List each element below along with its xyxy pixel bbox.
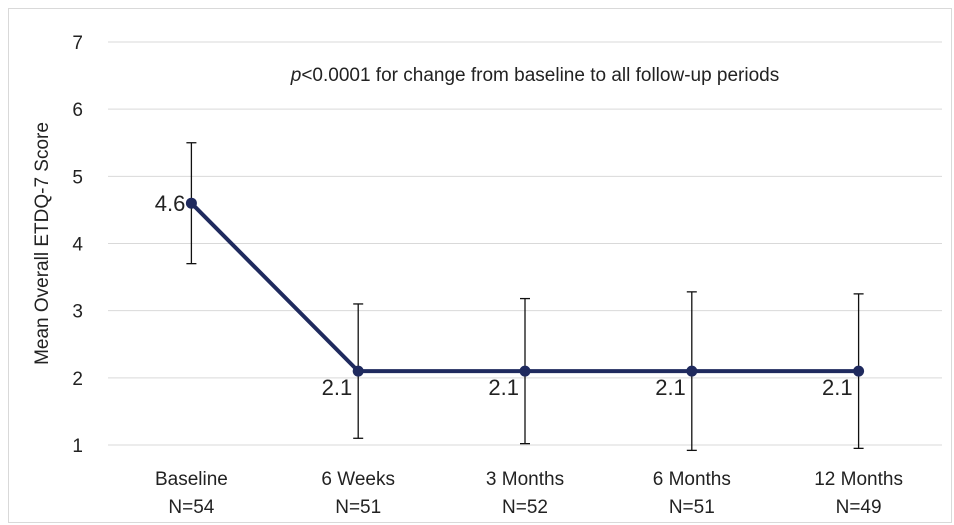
x-tick-sample-size: N=51 (335, 497, 381, 518)
chart-frame (8, 8, 952, 523)
annotation-p-symbol: p (290, 65, 302, 86)
x-tick-label: Baseline (155, 469, 228, 490)
annotation-text: <0.0001 for change from baseline to all … (301, 65, 779, 86)
data-point (853, 365, 865, 377)
y-tick-labels: 1 2 3 4 5 6 7 (72, 33, 83, 457)
y-tick-label: 1 (72, 436, 83, 457)
data-label: 2.1 (488, 375, 519, 400)
x-tick-label: 6 Weeks (321, 469, 395, 490)
y-tick-label: 7 (72, 33, 83, 54)
data-point (185, 197, 197, 209)
significance-annotation: p<0.0001 for change from baseline to all… (290, 65, 780, 86)
data-points (185, 197, 865, 377)
data-point (686, 365, 698, 377)
x-tick-sample-size: N=54 (168, 497, 214, 518)
y-tick-label: 4 (72, 235, 83, 256)
x-tick-label: 6 Months (653, 469, 731, 490)
x-tick-label: 12 Months (814, 469, 903, 490)
x-tick-sample-size: N=49 (836, 497, 882, 518)
data-label: 2.1 (322, 375, 353, 400)
y-tick-label: 3 (72, 302, 83, 323)
data-point (519, 365, 531, 377)
data-point (352, 365, 364, 377)
gridlines (108, 41, 942, 446)
y-tick-label: 6 (72, 100, 83, 121)
x-tick-sample-size: N=51 (669, 497, 715, 518)
y-axis-title: Mean Overall ETDQ-7 Score (32, 122, 53, 365)
y-tick-label: 2 (72, 369, 83, 390)
x-tick-sample-size: N=52 (502, 497, 548, 518)
x-tick-label: 3 Months (486, 469, 564, 490)
y-tick-label: 5 (72, 167, 83, 188)
data-label: 2.1 (822, 375, 853, 400)
x-tick-labels: Baseline N=54 6 Weeks N=51 3 Months N=52 6 Mon… (155, 469, 903, 518)
error-bars (186, 142, 864, 452)
data-labels: 4.6 2.1 2.1 2.1 2.1 (155, 191, 853, 400)
data-label: 4.6 (155, 191, 186, 216)
data-label: 2.1 (655, 375, 686, 400)
